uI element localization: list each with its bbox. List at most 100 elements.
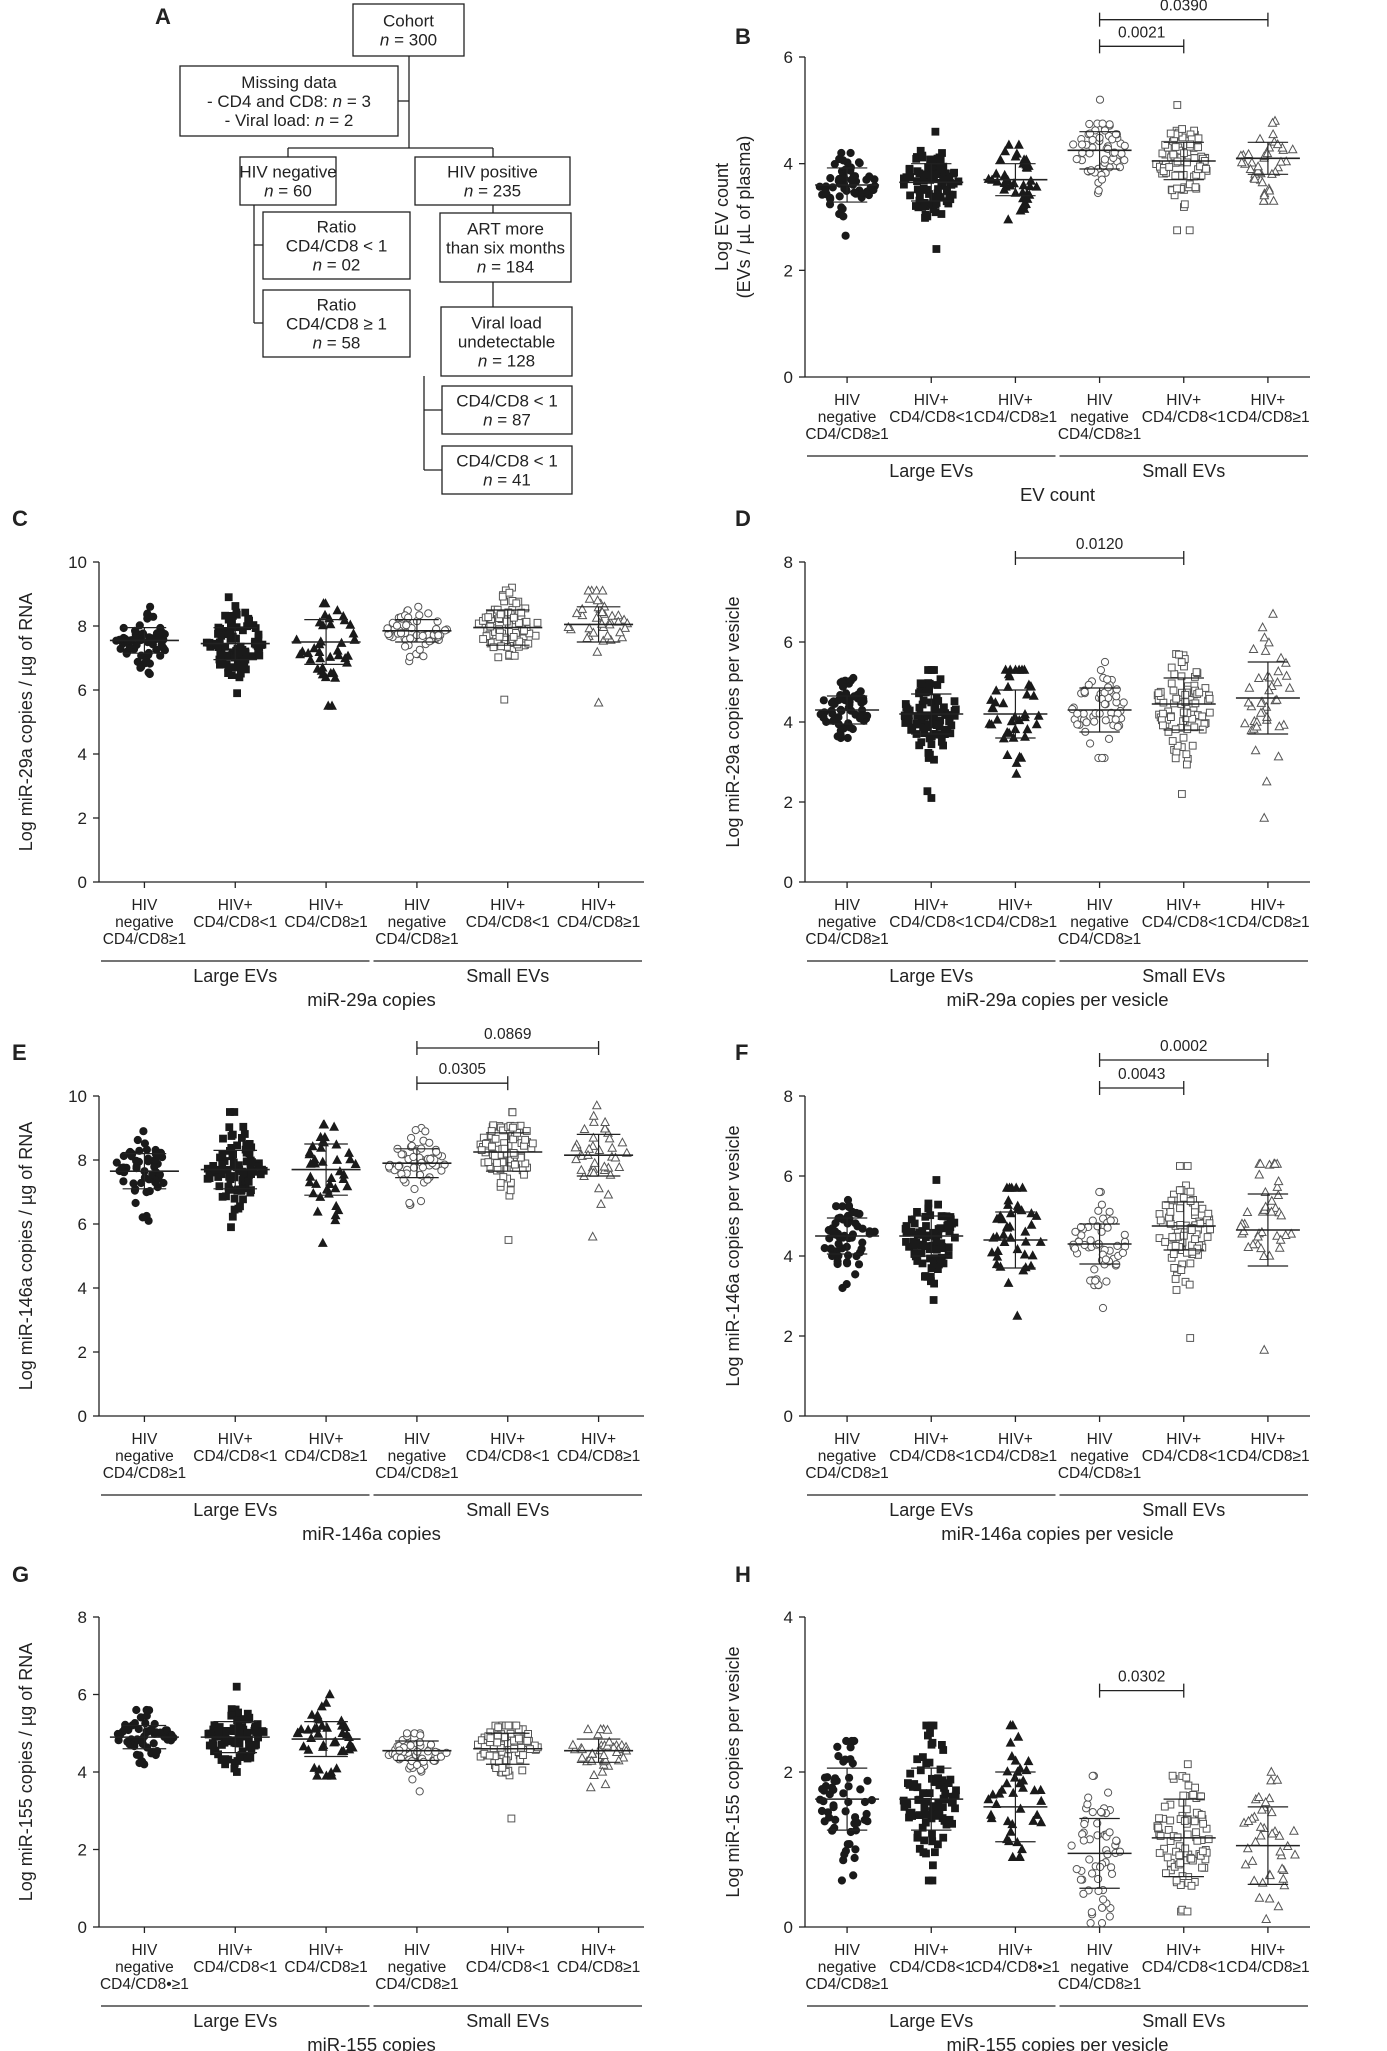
data-point-circle — [1111, 130, 1121, 139]
x-tick-label: HIV+ — [914, 897, 949, 914]
data-point-circle — [425, 637, 434, 646]
data-point-square — [920, 1806, 929, 1815]
data-point-square — [939, 741, 948, 750]
x-tick-label: negative — [115, 1959, 174, 1976]
data-point-triangle — [312, 1206, 323, 1216]
data-point-circle — [1105, 1912, 1114, 1921]
data-point-triangle — [303, 1744, 314, 1754]
data-point-triangle — [999, 184, 1010, 194]
data-point-square — [205, 1729, 214, 1738]
series-2 — [899, 1176, 964, 1304]
data-point-circle — [139, 1127, 148, 1136]
data-point-square — [932, 1238, 941, 1246]
data-point-triangle — [1286, 1228, 1297, 1238]
data-point-triangle — [600, 1778, 611, 1789]
data-point-triangle — [313, 1728, 324, 1738]
data-point-square — [218, 1150, 227, 1159]
data-point-square — [230, 1738, 239, 1747]
x-tick-label: CD4/CD8≥1 — [974, 409, 1057, 426]
x-tick-label: HIV+ — [914, 1942, 949, 1959]
data-point-square — [915, 186, 924, 195]
flow-node-text: Missing data — [241, 73, 337, 92]
flow-node-text: n = 41 — [483, 471, 531, 490]
y-tick-label: 6 — [78, 1215, 87, 1234]
data-point-square — [227, 1711, 236, 1720]
data-point-circle — [1073, 709, 1082, 718]
data-point-square — [1191, 183, 1200, 192]
data-point-triangle — [1266, 1206, 1277, 1216]
data-point-square — [926, 1254, 934, 1263]
data-point-triangle — [991, 168, 1002, 178]
data-point-triangle — [329, 1737, 340, 1747]
data-point-circle — [862, 175, 871, 184]
data-point-triangle — [1272, 1230, 1282, 1240]
data-point-square — [222, 1735, 230, 1744]
data-point-triangle — [588, 1110, 599, 1120]
data-point-square — [931, 1848, 939, 1857]
x-tick-label: negative — [818, 1959, 877, 1976]
data-point-triangle — [1245, 163, 1256, 173]
data-point-circle — [119, 1177, 128, 1186]
data-point-circle — [143, 610, 152, 619]
data-point-square — [1177, 672, 1186, 681]
data-point-triangle — [1246, 157, 1257, 167]
data-point-circle — [433, 617, 442, 626]
chart-title: miR-29a copies — [307, 989, 436, 1010]
data-point-square — [923, 711, 932, 720]
data-point-square — [1165, 163, 1174, 171]
data-point-triangle — [567, 1739, 578, 1749]
data-point-triangle — [1273, 1189, 1284, 1199]
data-point-square — [236, 1202, 244, 1211]
data-point-triangle — [1243, 148, 1254, 158]
flow-n-symbol: n — [333, 92, 342, 111]
data-point-square — [1167, 679, 1176, 688]
data-point-triangle — [298, 1741, 309, 1751]
data-point-triangle — [563, 621, 574, 631]
data-point-square — [515, 1734, 523, 1743]
data-point-triangle — [1274, 1242, 1285, 1252]
data-point-square — [950, 711, 959, 720]
data-point-square — [491, 1134, 500, 1143]
data-point-circle — [1107, 1869, 1117, 1879]
data-point-circle — [1094, 1886, 1103, 1896]
data-point-triangle — [1249, 173, 1260, 183]
data-point-square — [936, 675, 945, 684]
data-point-triangle — [615, 627, 625, 637]
y-tick-label: 4 — [784, 1247, 793, 1266]
data-point-circle — [834, 1752, 843, 1761]
scatter-panels: B 0 2 4 6 Log EV count (EVs / µL of plasma) HIV… — [12, 0, 1310, 2051]
data-point-square — [496, 610, 505, 619]
data-point-square — [925, 679, 934, 688]
data-point-circle — [384, 1162, 394, 1171]
data-point-triangle — [997, 1784, 1007, 1794]
data-point-square — [509, 633, 518, 641]
data-point-triangle — [602, 630, 613, 640]
data-point-square — [244, 1177, 253, 1186]
data-point-circle — [406, 1741, 415, 1750]
data-point-square — [1169, 1250, 1178, 1258]
data-point-triangle — [1035, 1236, 1046, 1246]
data-point-circle — [1071, 1227, 1080, 1236]
data-point-square — [500, 695, 509, 704]
data-point-circle — [1086, 739, 1095, 748]
data-point-square — [1159, 709, 1167, 718]
data-point-circle — [833, 1742, 842, 1752]
x-tick-label: HIV+ — [1166, 1431, 1201, 1448]
data-point-triangle — [597, 585, 608, 595]
data-point-square — [218, 1160, 227, 1168]
data-point-square — [913, 1208, 921, 1216]
data-point-triangle — [317, 1741, 328, 1751]
panel-label: G — [12, 1562, 29, 1587]
data-point-triangle — [1006, 716, 1017, 726]
data-point-square — [227, 622, 235, 631]
data-point-circle — [419, 1757, 428, 1766]
data-point-triangle — [1242, 1843, 1253, 1853]
data-point-triangle — [1255, 1158, 1266, 1168]
series-3 — [983, 664, 1048, 778]
data-point-circle — [831, 1774, 840, 1783]
data-point-square — [919, 1789, 927, 1797]
x-tick-label: HIV+ — [1166, 1942, 1201, 1959]
data-point-triangle — [1014, 1851, 1025, 1861]
data-point-triangle — [1276, 1210, 1287, 1220]
